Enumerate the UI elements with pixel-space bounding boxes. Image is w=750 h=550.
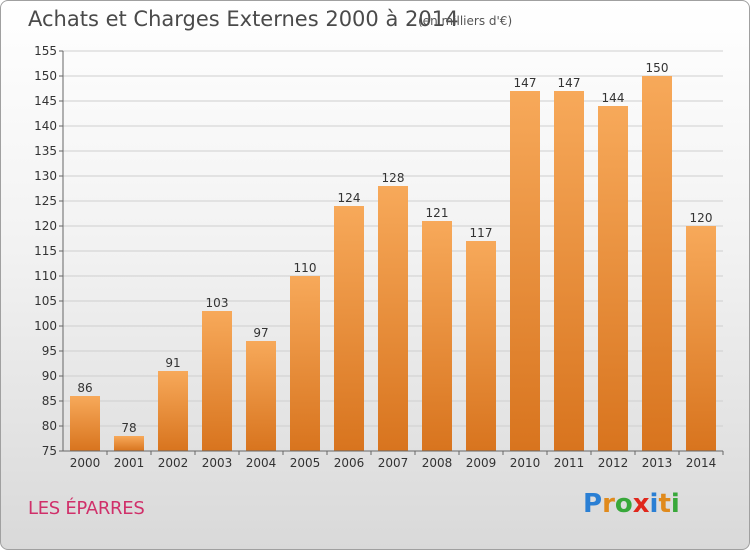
x-tick-label: 2000 — [70, 456, 101, 470]
y-tick-label: 90 — [42, 369, 57, 383]
bar-2009 — [466, 241, 496, 451]
axes: 75 80 85 90 95 100 105 110 115 120 125 130 135 140 145… — [34, 44, 724, 470]
x-tick-label: 2004 — [246, 456, 277, 470]
bar-2014 — [686, 226, 716, 451]
bar-2002 — [158, 371, 188, 451]
x-tick-label: 2011 — [554, 456, 585, 470]
y-tick-label: 155 — [34, 44, 57, 58]
y-tick-label: 135 — [34, 144, 57, 158]
x-tick-label: 2009 — [466, 456, 497, 470]
place-name: LES ÉPARRES — [28, 498, 145, 519]
data-label: 78 — [121, 421, 136, 435]
data-label: 97 — [253, 326, 268, 340]
proxiti-logo: Proxiti — [583, 489, 680, 519]
logo-letter: t — [658, 489, 671, 519]
x-tick-label: 2008 — [422, 456, 453, 470]
y-tick-label: 140 — [34, 119, 57, 133]
logo-letter: i — [649, 489, 659, 519]
bar-2004 — [246, 341, 276, 451]
y-tick-label: 75 — [42, 444, 57, 458]
logo-letter: i — [670, 489, 680, 519]
x-tick-label: 2007 — [378, 456, 409, 470]
chart-title: Achats et Charges Externes 2000 à 2014 — [28, 7, 459, 31]
y-tick-label: 115 — [34, 244, 57, 258]
y-tick-label: 100 — [34, 319, 57, 333]
data-label: 128 — [382, 171, 405, 185]
y-tick-label: 85 — [42, 394, 57, 408]
bars: 86 78 91 103 97 110 124 128 121 117 147 147 144 150 12… — [70, 61, 716, 451]
y-tick-label: 125 — [34, 194, 57, 208]
x-tick-label: 2010 — [510, 456, 541, 470]
chart-subtitle: (en milliers d'€) — [418, 14, 513, 28]
bar-2007 — [378, 186, 408, 451]
bar-2011 — [554, 91, 584, 451]
data-label: 117 — [470, 226, 493, 240]
y-tick-label: 130 — [34, 169, 57, 183]
data-label: 91 — [165, 356, 180, 370]
bar-2003 — [202, 311, 232, 451]
x-tick-label: 2002 — [158, 456, 189, 470]
logo-letter: r — [602, 489, 615, 519]
x-tick-label: 2006 — [334, 456, 365, 470]
x-tick-label: 2001 — [114, 456, 145, 470]
bar-2010 — [510, 91, 540, 451]
y-tick-label: 80 — [42, 419, 57, 433]
logo-letter: o — [614, 489, 633, 519]
bar-2006 — [334, 206, 364, 451]
y-tick-label: 105 — [34, 294, 57, 308]
bar-2005 — [290, 276, 320, 451]
y-tick-label: 150 — [34, 69, 57, 83]
data-label: 103 — [206, 296, 229, 310]
bar-2012 — [598, 106, 628, 451]
x-tick-label: 2012 — [598, 456, 629, 470]
bar-2013 — [642, 76, 672, 451]
data-label: 144 — [602, 91, 625, 105]
data-label: 124 — [338, 191, 361, 205]
bar-2001 — [114, 436, 144, 451]
data-label: 86 — [77, 381, 92, 395]
x-tick-label: 2014 — [686, 456, 717, 470]
data-label: 110 — [294, 261, 317, 275]
y-tick-label: 120 — [34, 219, 57, 233]
bar-2008 — [422, 221, 452, 451]
logo-letter: P — [583, 489, 603, 519]
y-tick-label: 145 — [34, 94, 57, 108]
data-label: 150 — [646, 61, 669, 75]
data-label: 121 — [426, 206, 449, 220]
data-label: 147 — [558, 76, 581, 90]
logo-letter: x — [632, 489, 650, 519]
x-tick-label: 2013 — [642, 456, 673, 470]
y-tick-label: 110 — [34, 269, 57, 283]
bar-2000 — [70, 396, 100, 451]
data-label: 120 — [690, 211, 713, 225]
x-tick-label: 2005 — [290, 456, 321, 470]
y-tick-label: 95 — [42, 344, 57, 358]
data-label: 147 — [514, 76, 537, 90]
x-tick-label: 2003 — [202, 456, 233, 470]
